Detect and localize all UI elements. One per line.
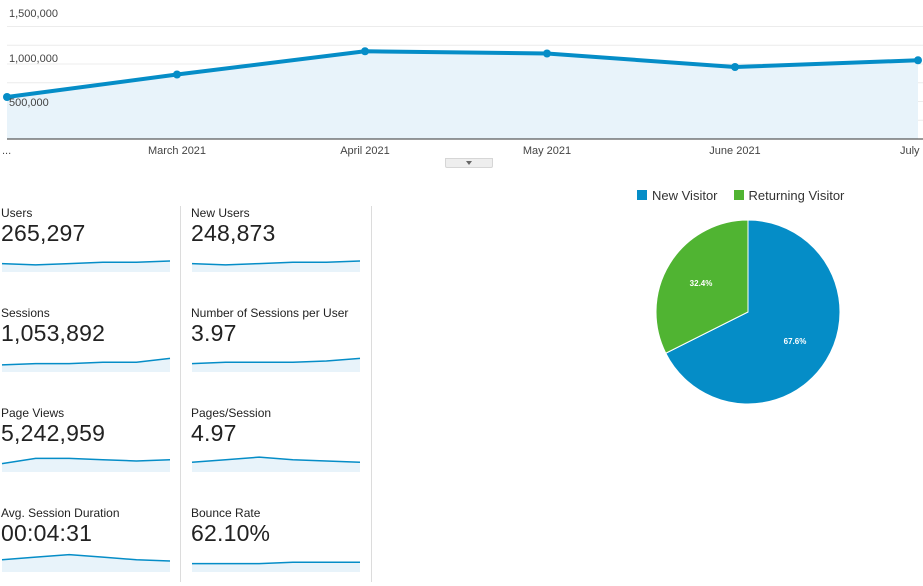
metric-value: 62.10% — [191, 520, 271, 546]
data-point[interactable] — [3, 93, 11, 101]
metric-divider — [371, 206, 372, 582]
series-line — [6, 49, 919, 99]
sparkline-area — [2, 554, 170, 572]
metric-label: Avg. Session Duration — [1, 506, 120, 520]
legend-swatch — [733, 190, 744, 200]
metric-value: 1,053,892 — [1, 320, 106, 346]
pie-slice-new-visitor[interactable] — [665, 219, 841, 405]
metric-label: Number of Sessions per User — [191, 306, 349, 320]
metric-value: 248,873 — [191, 220, 276, 246]
data-point[interactable] — [543, 49, 551, 58]
pie-slice-label: 32.4% — [690, 279, 713, 288]
sparkline-line — [1, 357, 171, 366]
sparkline-line — [1, 553, 171, 562]
metric-sparkline — [1, 260, 171, 272]
y-tick-label: 500,000 — [9, 97, 49, 109]
metric-label: Pages/Session — [191, 406, 272, 420]
data-point[interactable] — [914, 56, 922, 65]
metric-sessions[interactable]: Sessions 1,053,892 — [1, 306, 171, 386]
sparkline-area — [2, 458, 170, 472]
metric-value: 00:04:31 — [1, 520, 93, 546]
sparkline-area — [192, 261, 360, 272]
metric-label: Page Views — [1, 406, 65, 420]
metric-sparkline — [1, 457, 171, 472]
chart-collapse-toggle[interactable] — [445, 158, 493, 168]
sparkline-area — [2, 261, 170, 272]
sparkline-line — [191, 260, 361, 266]
metric-label: Sessions — [1, 306, 50, 320]
sessions-line-chart: 1,500,000 1,000,000 500,000 ... March 20… — [2, 8, 923, 157]
metric-bounce-rate[interactable]: Bounce Rate 62.10% — [191, 506, 361, 586]
sparkline-line — [1, 457, 171, 465]
legend-label: New Visitor — [652, 187, 718, 203]
metric-value: 5,242,959 — [1, 420, 106, 446]
x-tick-label: July 2021 — [900, 145, 923, 157]
x-tick-label: May 2021 — [523, 145, 571, 157]
legend-item-new-visitor[interactable]: New Visitor — [637, 188, 718, 203]
metric-value: 265,297 — [1, 220, 86, 246]
pie-slice-returning-visitor[interactable] — [655, 219, 749, 354]
series-points — [3, 47, 922, 101]
metric-sparkline — [192, 561, 360, 572]
metric-new-users[interactable]: New Users 248,873 — [191, 206, 361, 286]
sparkline-line — [191, 357, 361, 365]
legend-item-returning-visitor[interactable]: Returning Visitor — [733, 187, 845, 203]
y-tick-label: 1,000,000 — [9, 53, 58, 65]
legend-swatch — [637, 190, 647, 200]
pie-legend: New Visitor Returning Visitor — [637, 187, 860, 203]
metric-sparkline — [191, 357, 361, 372]
chevron-down-icon — [466, 161, 472, 165]
sparkline-line — [191, 456, 361, 464]
x-tick-label: June 2021 — [709, 145, 760, 157]
metric-value: 4.97 — [191, 420, 237, 446]
metric-avg-session-duration[interactable]: Avg. Session Duration 00:04:31 — [1, 506, 171, 586]
metric-value: 3.97 — [191, 320, 237, 346]
metric-sparkline — [1, 553, 171, 572]
metric-users[interactable]: Users 265,297 — [1, 206, 171, 286]
sparkline-line — [1, 260, 171, 266]
data-point[interactable] — [173, 70, 181, 79]
metric-sparkline — [191, 456, 361, 472]
metric-divider — [180, 206, 181, 582]
visitor-type-pie-chart: 67.6% 32.4% — [655, 219, 841, 405]
data-point[interactable] — [361, 47, 369, 56]
pie-slice-label: 67.6% — [784, 337, 807, 346]
metric-label: Users — [1, 206, 33, 220]
metric-pages-per-session[interactable]: Pages/Session 4.97 — [191, 406, 361, 486]
metric-sparkline — [191, 260, 361, 272]
data-point[interactable] — [731, 63, 739, 71]
series-area — [7, 51, 918, 139]
x-tick-label: April 2021 — [340, 145, 390, 157]
x-tick-label: March 2021 — [148, 145, 206, 157]
legend-label: Returning Visitor — [748, 187, 845, 203]
metric-page-views[interactable]: Page Views 5,242,959 — [1, 406, 171, 486]
sparkline-area — [192, 457, 360, 472]
metric-sparkline — [1, 357, 171, 372]
x-tick-label: ... — [2, 145, 11, 157]
sparkline-area — [2, 358, 170, 372]
sparkline-area — [192, 562, 360, 572]
sparkline-line — [192, 561, 360, 565]
y-tick-label: 1,500,000 — [9, 8, 58, 20]
metric-label: Bounce Rate — [191, 506, 261, 520]
metric-sessions-per-user[interactable]: Number of Sessions per User 3.97 — [191, 306, 361, 386]
metric-label: New Users — [191, 206, 250, 220]
